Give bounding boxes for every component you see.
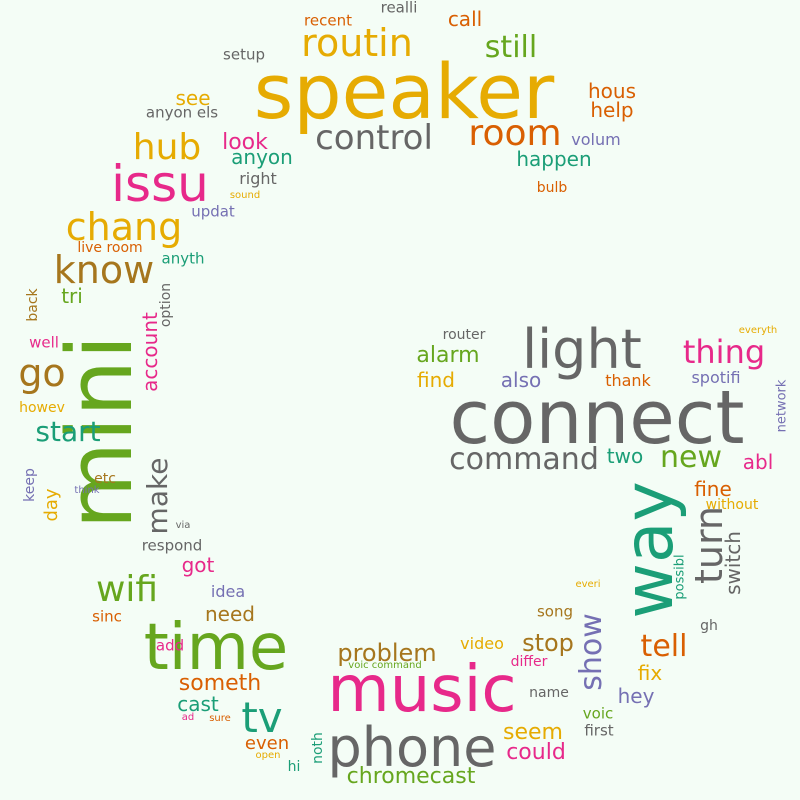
word-possibl: possibl <box>672 554 688 600</box>
word-voic: voic <box>582 704 614 723</box>
word-seem: seem <box>503 720 563 745</box>
word-sound: sound <box>229 190 261 201</box>
word-got: got <box>181 553 215 577</box>
word-alarm: alarm <box>416 343 480 368</box>
word-speaker: speaker <box>253 47 555 136</box>
word-gh: gh <box>700 618 718 634</box>
word-hi: hi <box>287 759 301 775</box>
word-problem: problem <box>337 639 437 667</box>
word-show: show <box>574 613 609 691</box>
word-cast: cast <box>177 692 219 716</box>
word-without: without <box>705 497 759 513</box>
word-thing: thing <box>682 333 766 371</box>
word-control: control <box>315 118 433 158</box>
word-hey: hey <box>617 684 655 708</box>
word-find: find <box>417 368 455 392</box>
word-howev: howev <box>19 400 65 416</box>
word-could: could <box>506 740 566 765</box>
word-keep: keep <box>22 468 38 502</box>
word-know: know <box>53 248 155 292</box>
word-everyth: everyth <box>738 325 778 336</box>
word-tv: tv <box>241 693 283 742</box>
word-network: network <box>774 379 790 433</box>
word-also: also <box>500 368 542 392</box>
word-room: room <box>468 113 562 154</box>
word-anyth: anyth <box>161 249 205 268</box>
word-go: go <box>18 351 66 395</box>
word-chang: chang <box>65 205 183 249</box>
word-voic-command: voic command <box>348 660 422 671</box>
word-sinc: sinc <box>92 607 122 626</box>
word-wifi: wifi <box>95 569 159 610</box>
word-two: two <box>606 444 644 468</box>
word-anyon-els: anyon els <box>145 103 219 122</box>
word-routin: routin <box>301 21 413 65</box>
word-via: via <box>175 520 191 531</box>
word-live-room: live room <box>77 240 143 256</box>
word-phone: phone <box>327 716 497 779</box>
word-back: back <box>25 288 41 322</box>
word-thank: thank <box>605 371 651 390</box>
word-even: even <box>244 733 290 754</box>
word-start: start <box>35 415 101 448</box>
word-idea: idea <box>210 582 246 601</box>
word-think: think <box>74 485 100 496</box>
word-ad: ad <box>181 712 195 723</box>
word-day: day <box>41 488 62 522</box>
word-switch: switch <box>721 531 745 595</box>
word-music: music <box>327 653 517 727</box>
word-differ: differ <box>510 654 548 670</box>
word-everi: everi <box>575 579 601 590</box>
word-stop: stop <box>522 629 574 657</box>
word-happen: happen <box>516 147 592 171</box>
word-add: add <box>155 636 185 655</box>
word-bulb: bulb <box>536 180 568 196</box>
word-volum: volum <box>571 130 621 149</box>
word-tell: tell <box>640 629 688 664</box>
word-option: option <box>158 282 174 328</box>
word-right: right <box>239 169 277 188</box>
word-sure: sure <box>209 713 231 724</box>
word-chromecast: chromecast <box>346 764 476 789</box>
word-still: still <box>484 30 538 65</box>
word-need: need <box>205 602 255 626</box>
word-etc: etc <box>94 471 116 487</box>
word-anyon: anyon <box>231 145 293 169</box>
word-light: light <box>522 318 642 381</box>
word-router: router <box>442 327 486 343</box>
word-recent: recent <box>304 11 352 30</box>
word-respond: respond <box>141 536 203 555</box>
word-spotifi: spotifi <box>691 368 741 387</box>
word-video: video <box>460 634 504 653</box>
word-song: song <box>536 602 574 621</box>
word-time: time <box>143 611 289 685</box>
word-make: make <box>141 457 174 535</box>
word-call: call <box>447 7 483 31</box>
word-well: well <box>29 333 59 352</box>
word-issu: issu <box>111 155 209 213</box>
word-tri: tri <box>61 284 83 308</box>
word-hub: hub <box>132 127 202 168</box>
word-setup: setup <box>223 45 265 64</box>
word-see: see <box>175 86 211 110</box>
word-help: help <box>590 98 634 122</box>
word-hous: hous <box>587 79 637 103</box>
word-fine: fine <box>694 477 732 501</box>
word-name: name <box>529 685 569 701</box>
word-command: command <box>449 442 599 477</box>
word-fix: fix <box>637 661 663 685</box>
word-someth: someth <box>178 671 262 696</box>
word-realli: realli <box>380 0 418 17</box>
word-new: new <box>659 440 723 475</box>
word-noth: noth <box>310 732 326 764</box>
word-connect: connect <box>449 375 745 461</box>
word-abl: abl <box>742 450 774 474</box>
word-updat: updat <box>191 202 235 221</box>
word-account: account <box>138 312 162 392</box>
word-first: first <box>584 721 614 740</box>
word-look: look <box>222 130 268 155</box>
word-open: open <box>255 750 281 761</box>
